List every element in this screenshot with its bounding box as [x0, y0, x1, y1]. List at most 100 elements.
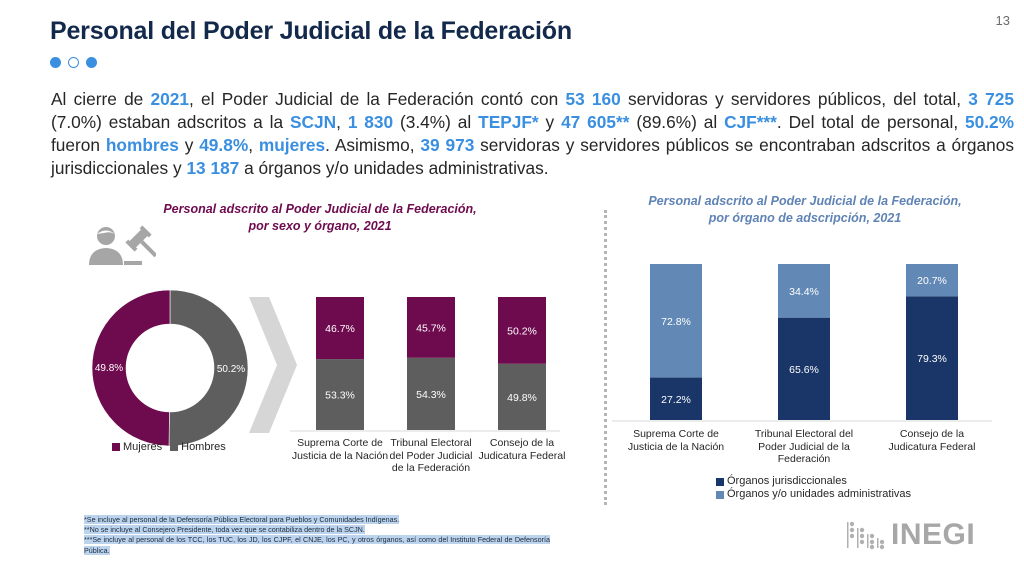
bar-segment--rganos-jurisdiccionales — [650, 377, 702, 420]
inegi-logo-text: INEGI — [891, 518, 976, 551]
category-label-line: Poder Judicial de la — [758, 440, 850, 453]
footnote-1-text: *Se incluye al personal de la Defensoría… — [84, 515, 400, 524]
category-label: Consejo de la Judicatura Federal — [872, 428, 992, 453]
donut-slice-mujeres — [91, 289, 171, 447]
category-label-line: Suprema Corte de — [297, 437, 383, 449]
category-label-line: del Poder Judicial — [389, 449, 473, 462]
bar-segment-mujeres — [498, 297, 546, 364]
bar-data-label: 49.8% — [507, 392, 537, 404]
intro-text: , — [248, 135, 259, 155]
donut-slice-hombres — [168, 289, 249, 447]
intro-text: (7.0%) estaban adscritos a la — [51, 112, 291, 132]
category-label-line: Federación — [777, 453, 831, 465]
category-label-line: Tribunal Electoral — [390, 437, 472, 449]
bar-data-label: 27.2% — [661, 394, 691, 406]
donut-label-mujeres: 49.8% — [95, 363, 123, 374]
footnote-1[interactable]: *Se incluye al personal de la Defensoría… — [84, 515, 550, 525]
legend-item-jurisdiccionales: Órganos jurisdiccionales — [716, 475, 911, 488]
category-label: Suprema Corte de Justicia de la Nación — [616, 428, 736, 453]
section-divider — [604, 210, 607, 505]
category-label-line: Judicatura Federal — [478, 449, 566, 462]
category-label-line: de la Federación — [391, 462, 471, 474]
adscription-legend: Órganos jurisdiccionales Órganos y/o uni… — [716, 475, 911, 501]
inegi-logo: INEGI — [846, 518, 975, 552]
intro-highlight: hombres — [105, 135, 179, 155]
intro-text: fueron — [51, 135, 106, 155]
left-chart-title-line2: por sexo y órgano, 2021 — [248, 219, 392, 233]
intro-highlight: TEPJF* — [478, 112, 539, 132]
bar-data-label: 20.7% — [917, 275, 947, 287]
intro-text: , el Poder Judicial de la Federación con… — [189, 89, 566, 109]
intro-text: y — [538, 112, 562, 132]
right-chart-title-line2: por órgano de adscripción, 2021 — [708, 211, 902, 225]
intro-text: (89.6%) al — [629, 112, 725, 132]
bar-data-label: 34.4% — [789, 286, 819, 298]
intro-highlight: SCJN — [290, 112, 337, 132]
legend-label-hombres: Hombres — [181, 441, 226, 453]
footnote-2-text: **No se incluye al Consejero Presidente,… — [84, 525, 365, 535]
legend-swatch-jurisdiccionales — [716, 477, 724, 486]
intro-text: servidoras y servidores públicos, del to… — [620, 89, 969, 109]
category-label-line: Tribunal Electoral del — [754, 428, 854, 440]
intro-highlight: 1 830 — [347, 112, 394, 132]
category-label: Tribunal Electoral del Poder Judicial de … — [744, 428, 864, 466]
bar-data-label: 46.7% — [325, 323, 355, 335]
bar-segment-hombres — [498, 363, 546, 430]
intro-highlight: CJF*** — [724, 112, 777, 132]
bar-data-label: 65.6% — [789, 364, 819, 376]
legend-item-hombres: Hombres — [170, 441, 226, 453]
category-label: Consejo de la Judicatura Federal — [472, 437, 572, 462]
intro-text: . Asimismo, — [325, 135, 421, 155]
intro-highlight: 53 160 — [565, 89, 621, 109]
donut-label-hombres: 50.2% — [217, 364, 245, 375]
legend-swatch-administrativas — [716, 490, 724, 499]
bar-segment--rganos-jurisdiccionales — [906, 296, 958, 420]
intro-text: . Del total de personal, — [776, 112, 965, 132]
legend-label-jurisdiccionales: Órganos jurisdiccionales — [727, 475, 847, 487]
bar-segment--rganos-y-o-unidades-administrativas — [906, 264, 958, 297]
category-label-line: Judicatura Federal — [888, 440, 976, 453]
bar-segment-hombres — [407, 357, 455, 430]
left-chart-title-line1: Personal adscrito al Poder Judicial de l… — [163, 202, 477, 216]
dot-hollow-icon — [68, 57, 79, 68]
footnote-3-text: ***Se incluye al personal de los TCC, lo… — [84, 535, 550, 555]
bar-data-label: 45.7% — [416, 322, 446, 334]
bar-segment--rganos-jurisdiccionales — [778, 317, 830, 420]
legend-label-administrativas: Órganos y/o unidades administrativas — [727, 488, 912, 500]
category-label: Suprema Corte de Justicia de la Nación — [290, 437, 390, 462]
legend-swatch-mujeres — [112, 443, 120, 451]
category-label-line: Justicia de la Nación — [627, 440, 725, 453]
inegi-dots-icon — [847, 521, 885, 550]
intro-text: y — [178, 135, 200, 155]
intro-highlight: mujeres — [258, 135, 326, 155]
footnote-2[interactable]: **No se incluye al Consejero Presidente,… — [84, 525, 550, 535]
intro-highlight: 13 187 — [186, 158, 240, 178]
bar-data-label: 79.3% — [917, 353, 947, 365]
bar-segment-mujeres — [407, 297, 455, 358]
intro-paragraph: Al cierre de 2021, el Poder Judicial de … — [51, 88, 1014, 180]
category-label-line: Consejo de la — [899, 428, 965, 440]
sex-by-organ-bar-chart: 53.3% 46.7% 54.3% 45.7% 49.8% 50.2% — [290, 297, 560, 432]
intro-highlight: 39 973 — [420, 135, 475, 155]
dot-icon — [86, 57, 97, 68]
intro-highlight: 3 725 — [968, 89, 1014, 109]
bar-data-label: 72.8% — [661, 316, 691, 328]
bar-data-label: 50.2% — [507, 325, 537, 337]
bar-data-label: 54.3% — [416, 389, 446, 401]
category-label-line: Justicia de la Nación — [291, 449, 389, 462]
intro-text: servidoras y servidores públicos se enco… — [51, 135, 1014, 178]
sex-donut-chart: 50.2% 49.8% — [91, 289, 249, 447]
donut-legend: Mujeres Hombres — [112, 441, 226, 453]
footnote-3[interactable]: ***Se incluye al personal de los TCC, lo… — [84, 535, 550, 555]
page-title: Personal del Poder Judicial de la Federa… — [50, 17, 572, 45]
dot-icon — [50, 57, 61, 68]
bar-segment--rganos-y-o-unidades-administrativas — [650, 264, 702, 378]
intro-highlight: 2021 — [150, 89, 189, 109]
intro-text: (3.4%) al — [393, 112, 479, 132]
person-with-gavel-icon — [89, 225, 156, 265]
page-number: 13 — [995, 13, 1010, 28]
left-chart-title: Personal adscrito al Poder Judicial de l… — [140, 201, 500, 235]
intro-highlight: 50.2% — [965, 112, 1015, 132]
right-chart-title: Personal adscrito al Poder Judicial de l… — [620, 193, 990, 227]
intro-text: a órganos y/o unidades administrativas. — [239, 158, 549, 178]
